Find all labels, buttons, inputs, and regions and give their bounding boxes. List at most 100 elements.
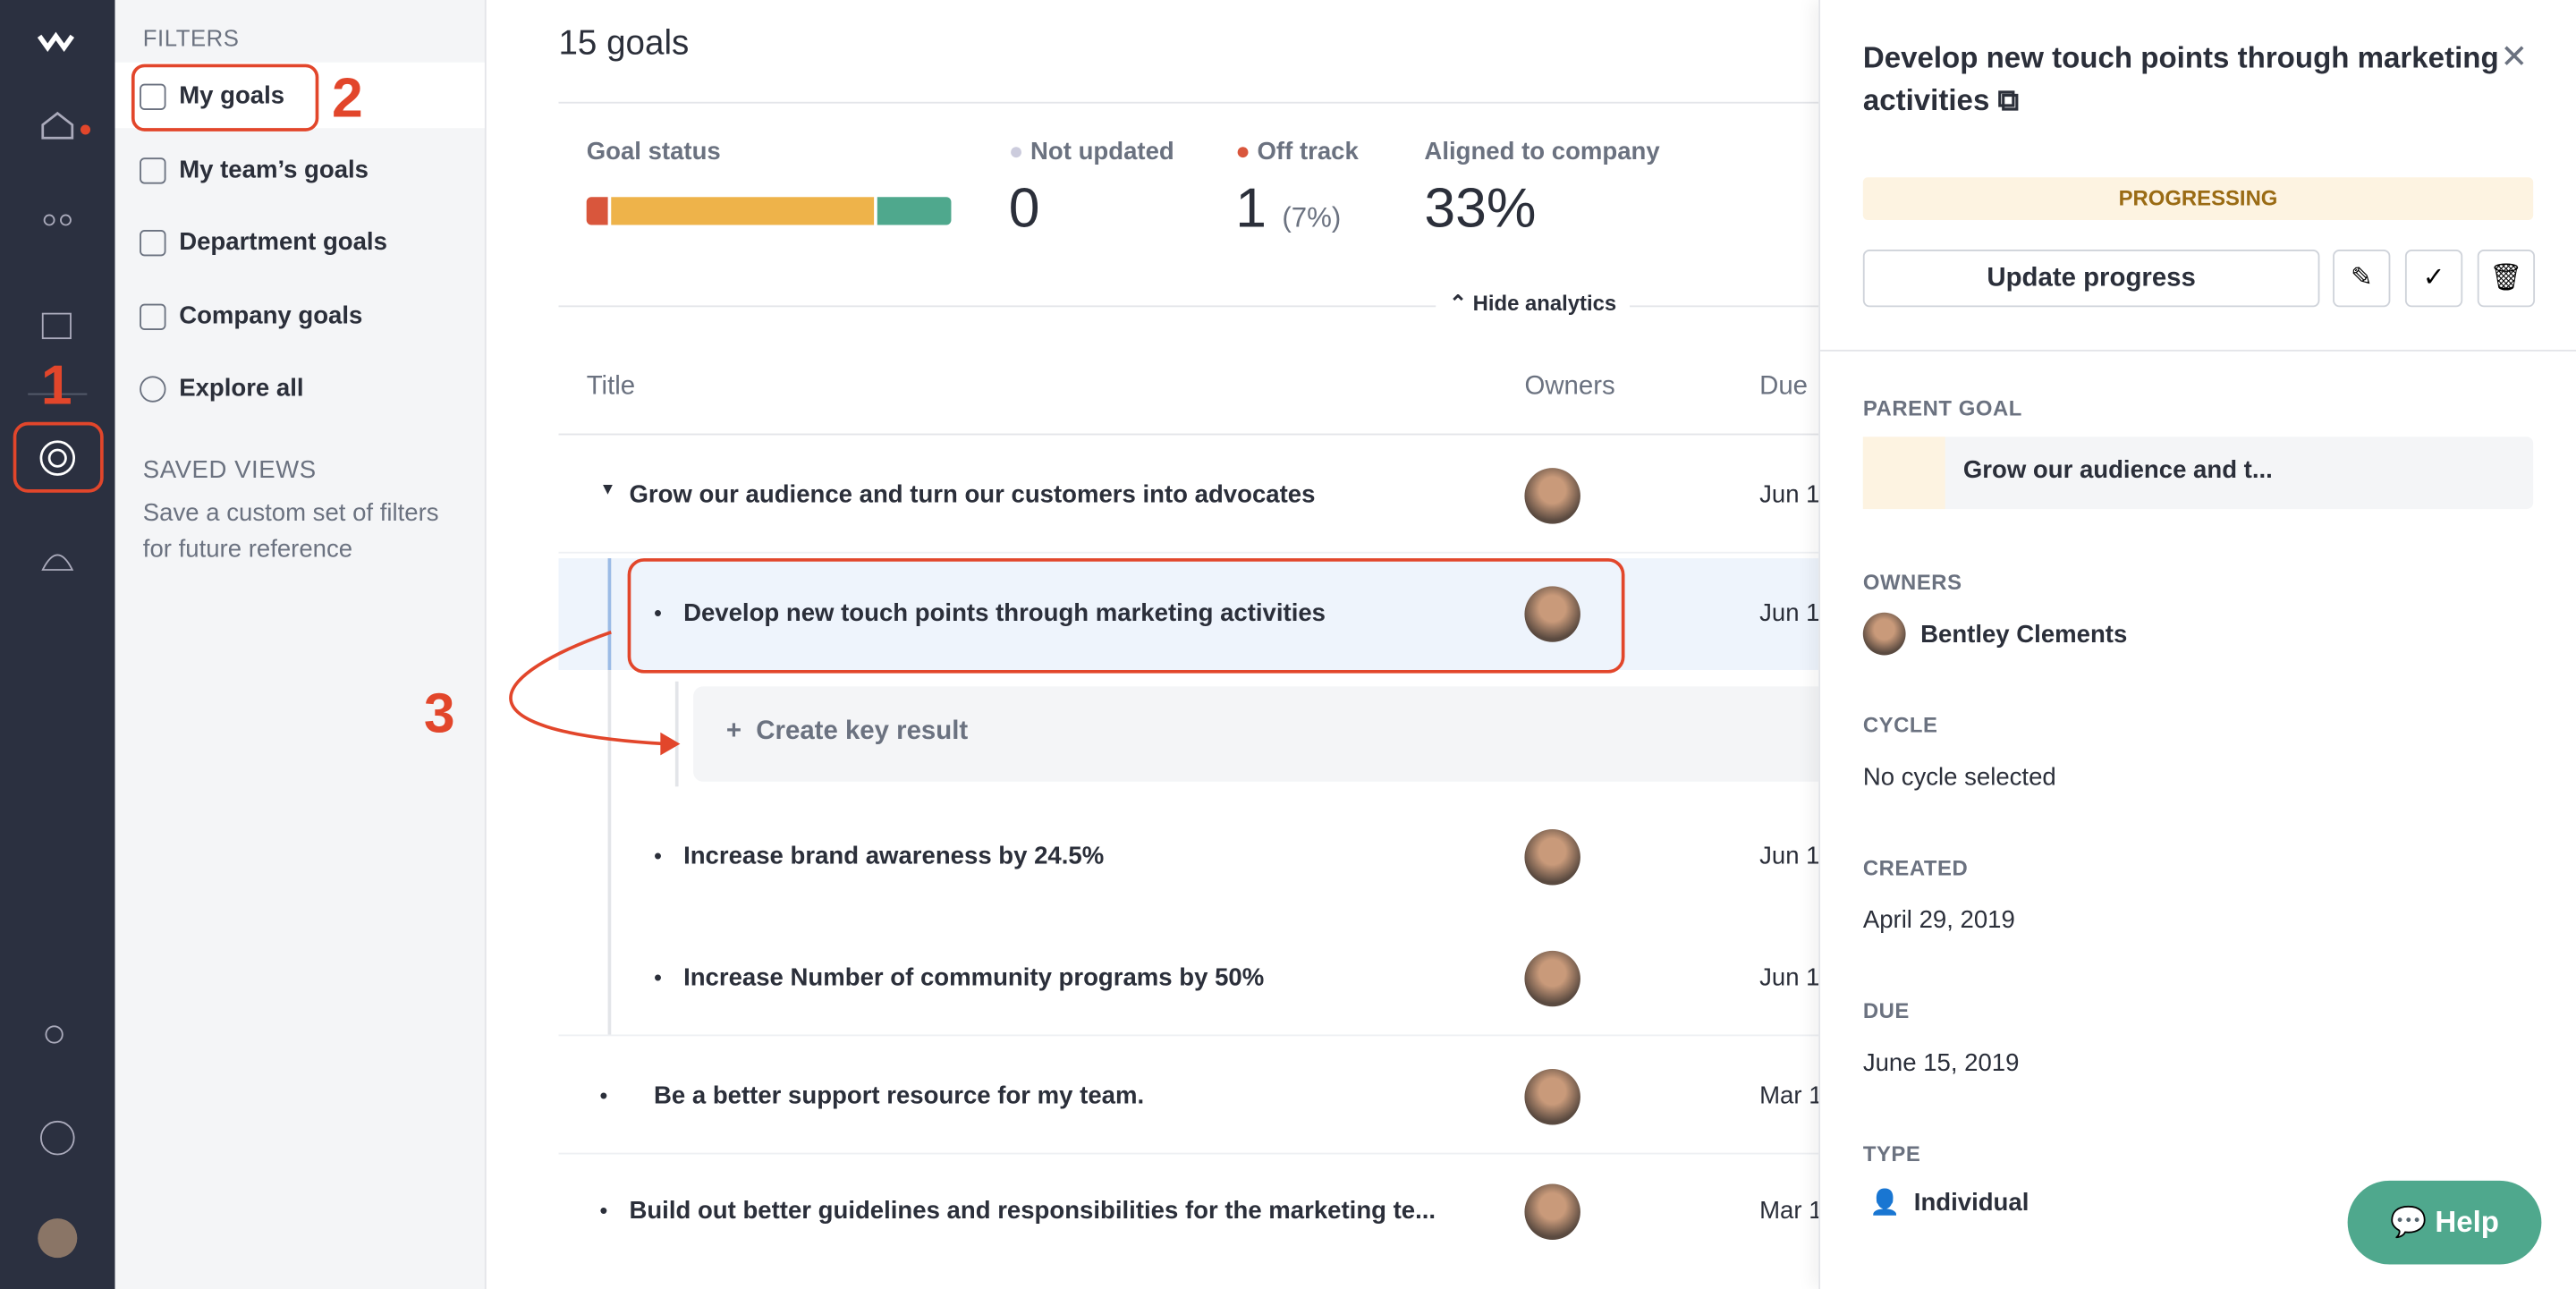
annotation-arrow [509,631,681,756]
parent-goal-icon [1862,437,1945,510]
due-date: Mar 1 [1759,1081,1823,1110]
tree-line [674,681,679,787]
status-segment [586,197,608,225]
owner-avatar [1524,586,1580,642]
goal-title[interactable]: Build out better guidelines and responsi… [629,1197,1436,1225]
column-header[interactable]: Due [1759,372,1809,401]
field-label: CYCLE [1862,712,1938,738]
saved-views-text: Save a custom set of filters for future … [142,499,439,564]
due-date: Jun 1 [1759,599,1820,628]
owner-avatar [1524,950,1580,1007]
nav-bar: 1 [0,0,115,1289]
row-bullet: • [654,599,663,626]
filter-item[interactable]: My team’s goals [179,155,369,183]
filter-item[interactable]: My goals [179,81,285,110]
field-value: April 29, 2019 [1862,906,2015,935]
status-badge: PROGRESSING [1862,177,2534,220]
parent-goal-title: Grow our audience and t... [1962,456,2273,485]
goal-title[interactable]: Grow our audience and turn our customers… [629,480,1316,510]
complete-button[interactable]: ✓ [2404,250,2463,308]
row-bullet: • [599,1197,608,1224]
main: 15 goals Goal status ● Not updated 0 ● O… [424,0,1843,1289]
highlight-box [627,558,1625,674]
highlight-box [131,64,319,131]
owner-avatar [1524,1069,1580,1125]
goal-title[interactable]: Develop new touch points through marketi… [683,599,1326,628]
goal-title[interactable]: Increase brand awareness by 24.5% [683,842,1105,870]
label: Aligned to company [1424,138,1660,166]
column-header[interactable]: Title [586,372,636,401]
label-text: Not updated [1030,138,1174,166]
filter-icon [140,83,166,110]
panel-title-text: Develop new touch points through marketi… [1862,40,2499,117]
field-label: OWNERS [1862,569,1962,595]
divider [558,433,1841,436]
row-bullet: • [654,842,663,869]
field-value: No cycle selected [1862,763,2056,792]
reports-icon[interactable] [41,312,72,340]
label: ● Not updated [1008,138,1174,166]
filter-item[interactable]: Company goals [179,301,363,330]
filter-item[interactable]: Explore all [179,375,304,403]
field-label: CREATED [1862,855,1969,880]
goal-title[interactable]: Increase Number of community programs by… [683,963,1265,992]
owner-avatar [1524,468,1580,524]
delete-button[interactable]: 🗑 [2477,250,2536,308]
annotation: 2 [332,67,363,131]
help-text: Help [2435,1205,2500,1239]
growth-icon[interactable] [41,554,74,571]
field-value: June 15, 2019 [1862,1049,2020,1078]
filter-item[interactable]: Department goals [179,228,387,257]
close-button[interactable]: ✕ [2500,39,2529,76]
owner-avatar [1862,612,1906,656]
owner-avatar [1524,829,1580,886]
tree-line [607,558,612,670]
column-header[interactable]: Owners [1524,372,1615,401]
row-bullet: • [599,1081,608,1109]
help-button[interactable]: 💬 Help [2347,1180,2542,1265]
create-key-result-label: + Create key result [725,717,969,746]
field-label: PARENT GOAL [1862,395,2022,420]
arrow-head [660,732,681,756]
goal-title[interactable]: Be a better support resource for my team… [654,1081,1145,1110]
selected-row-bg [558,558,1841,670]
team-icon [60,214,72,226]
owner-name: Bentley Clements [1920,620,2128,649]
divider [1820,350,2576,352]
field-label: TYPE [1862,1141,1921,1166]
goals-icon [47,448,67,468]
search-icon[interactable] [45,1025,64,1044]
hide-analytics[interactable]: ⌃ Hide analytics [1436,290,1630,318]
page-title: 15 goals [558,24,690,63]
highlight-box [13,421,104,493]
row-bullet: ▼ [599,480,616,500]
status-segment [611,197,875,225]
create-key-result[interactable] [693,686,1843,782]
help-icon[interactable] [39,1120,75,1156]
tree-line [607,558,612,1035]
due-date: Jun 1 [1759,842,1820,870]
status-segment [877,197,952,225]
row-divider [558,551,1841,554]
edit-button[interactable]: ✎ [2333,250,2391,308]
field-label: DUE [1862,998,1910,1023]
active-filter-bg [114,62,485,129]
label: Goal status [586,138,721,166]
field-value: 👤 Individual [1869,1189,2029,1217]
stat-value: 1 [1235,177,1267,241]
stat: 33% [1424,177,1537,241]
panel-title: Develop new touch points through marketi… [1862,40,2499,117]
notification-dot [80,124,91,135]
home-icon[interactable] [41,111,74,140]
team-icon[interactable] [43,214,55,226]
due-date: Jun 1 [1759,963,1820,992]
parent-goal-card[interactable]: Grow our audience and t... [1862,437,2534,510]
type-text: Individual [1913,1189,2029,1217]
create-text: Create key result [756,717,969,746]
update-progress-button[interactable]: Update progress [1862,250,2320,308]
stat: 0 [1008,177,1040,241]
user-avatar[interactable] [38,1218,78,1259]
row-divider [558,1152,1841,1155]
goals-icon[interactable] [39,440,76,476]
